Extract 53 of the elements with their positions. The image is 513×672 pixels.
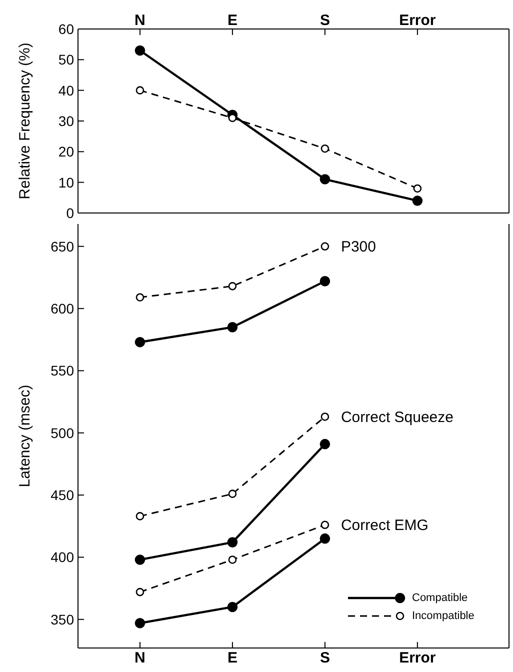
x-tick-label: N: [134, 12, 146, 29]
y-tick-label: 10: [58, 174, 74, 190]
y-tick-label: 30: [58, 112, 74, 129]
point: [136, 86, 144, 94]
x-tick-label: Error: [399, 12, 436, 29]
x-tick-label: S: [320, 12, 330, 29]
annotation: Correct Squeeze: [340, 409, 454, 426]
y-axis-title: Latency (msec): [16, 384, 34, 488]
point: [134, 554, 146, 565]
x-tick-label: Error: [399, 650, 436, 667]
y-tick-label: 20: [58, 144, 74, 160]
point: [320, 144, 330, 153]
point: [228, 556, 237, 564]
point: [228, 282, 237, 290]
y-tick-label: 50: [58, 52, 74, 68]
y-tick-label: 650: [50, 238, 74, 254]
point: [227, 322, 238, 332]
y-tick-label: 500: [50, 424, 74, 441]
y-axis-title: Relative Frequency (%): [16, 42, 34, 200]
x-tick-label: E: [227, 12, 238, 29]
y-tick-label: 40: [58, 82, 74, 98]
point: [320, 276, 330, 286]
point: [227, 602, 238, 612]
annotation: Correct EMG: [340, 517, 428, 534]
point: [134, 618, 146, 628]
point: [320, 174, 330, 184]
point: [228, 490, 237, 498]
point: [412, 196, 423, 206]
point: [134, 336, 146, 348]
y-tick-label: 450: [50, 487, 74, 504]
point: [320, 520, 330, 530]
point: [413, 184, 422, 193]
point: [136, 512, 144, 520]
y-tick-label: 600: [50, 300, 74, 317]
point: [134, 45, 146, 56]
x-tick-label: S: [320, 650, 330, 667]
y-tick-label: 0: [66, 204, 74, 221]
y-tick-label: 400: [50, 549, 74, 566]
point: [320, 242, 330, 251]
y-tick-label: 60: [58, 20, 74, 37]
point: [136, 588, 144, 596]
y-tick-label: 550: [50, 362, 74, 379]
legend-label: Compatible: [412, 592, 468, 604]
point: [136, 293, 144, 302]
point: [320, 438, 330, 450]
x-tick-label: E: [227, 650, 238, 667]
annotation: P300: [340, 238, 376, 256]
point: [320, 412, 330, 421]
legend-label: Incompatible: [412, 610, 474, 622]
point: [320, 533, 330, 544]
point: [227, 537, 238, 548]
y-tick-label: 350: [50, 611, 74, 628]
x-tick-label: N: [134, 650, 146, 667]
